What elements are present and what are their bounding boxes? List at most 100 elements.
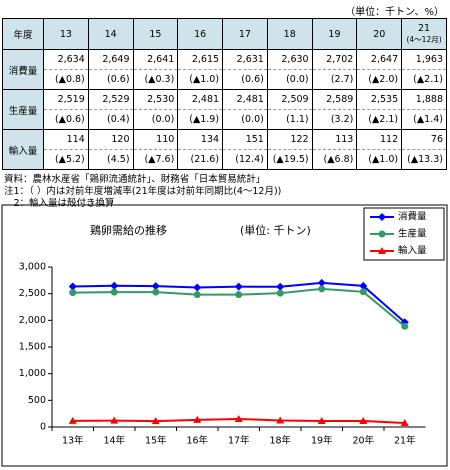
value-row: 輸入量 114 120 110 134 151 122 113 112 76 [2, 129, 447, 170]
change-cell: (▲13.3) [401, 149, 447, 170]
value-cell: 76 [401, 129, 447, 150]
marker-diamond [110, 281, 119, 290]
x-tick-label: 21年 [394, 435, 416, 447]
change-row: (▲5.2) (4.5) (▲7.6) (21.6) (12.4) (▲19.5) (▲6.… [3, 149, 447, 170]
header-cell: 21 (4～12月) [401, 18, 447, 50]
header-text: 13 [59, 28, 72, 40]
marker-circle [69, 289, 77, 297]
header-cell: 14 [87, 18, 134, 50]
value-cell: 122 [266, 129, 313, 150]
legend-box [363, 207, 445, 261]
marker-diamond [193, 283, 202, 292]
marker-triangle [359, 417, 368, 425]
row-label: 生産量 [2, 89, 44, 130]
x-tick-label: 13年 [62, 435, 84, 447]
change-cell: (4.5) [87, 149, 134, 170]
marker-circle [378, 230, 386, 238]
legend-label: 生産量 [398, 228, 427, 240]
header-text: 15 [149, 28, 162, 40]
value-cell: 2,519 [43, 89, 89, 110]
x-tick-label: 14年 [103, 435, 125, 447]
y-tick-label: 1,000 [19, 368, 46, 379]
marker-triangle [317, 416, 326, 424]
change-cell: (▲19.5) [266, 149, 313, 170]
marker-triangle [378, 247, 386, 254]
x-tick-label: 19年 [311, 435, 333, 447]
marker-diamond [68, 282, 77, 291]
marker-triangle [110, 416, 119, 424]
change-cell: (▲5.2) [43, 149, 89, 170]
value-row: 生産量 2,519 2,529 2,530 2,481 2,481 2,509 2,589 2,… [2, 89, 447, 130]
marker-triangle [276, 416, 285, 424]
marker-triangle [234, 414, 243, 422]
header-text: 19 [328, 28, 341, 40]
y-tick-label: 3,000 [19, 262, 46, 273]
value-row: 消費量 2,634 2,649 2,641 2,615 2,631 2,630 2,702 2,… [2, 49, 447, 90]
value-cell: 1,888 [401, 89, 447, 110]
header-cell: 17 [222, 18, 268, 50]
chart-title: 鶏卵需給の推移 [90, 223, 167, 237]
header-text: 16 [194, 28, 207, 40]
header-sub: (4～12月) [406, 35, 442, 44]
change-cell: (▲6.8) [311, 149, 358, 170]
header-text: 21 [418, 23, 431, 34]
x-tick-label: 16年 [186, 435, 208, 447]
marker-triangle [193, 415, 202, 423]
notes: 資料：農林水産省「鶏卵流通統計」、財務省「日本貿易統計」 注1：（ ）内は対前年度… [4, 174, 281, 210]
marker-diamond [359, 281, 368, 290]
header-row: 年度 13 14 15 16 17 18 19 20 21 (4～12月) [2, 18, 447, 50]
value-cell: 2,631 [222, 49, 268, 70]
header-cell: 13 [43, 18, 89, 50]
x-tick-label: 15年 [145, 435, 167, 447]
marker-triangle [68, 416, 77, 424]
marker-diamond [276, 282, 285, 291]
change-cell: (0.6) [222, 69, 268, 90]
note: 資料：農林水産省「鶏卵流通統計」、財務省「日本貿易統計」 [4, 174, 266, 185]
marker-triangle [151, 417, 160, 425]
y-tick-label: 2,000 [19, 315, 46, 326]
x-tick-label: 18年 [269, 435, 291, 447]
header-text: 14 [104, 28, 117, 40]
header-text: 18 [283, 28, 296, 40]
note: 2：輸入量は殻付き換算 [4, 198, 115, 209]
x-tick-label: 20年 [352, 435, 374, 447]
marker-circle [110, 288, 118, 296]
header-cell: 19 [311, 18, 358, 50]
value-cell: 2,589 [311, 89, 358, 110]
marker-diamond [317, 278, 326, 287]
y-tick-label: 1,500 [19, 342, 46, 353]
header-cell: 年度 [2, 18, 44, 50]
note: 注1：（ ）内は対前年度増減率(21年度は対前年同期比(4～12月)) [4, 186, 282, 197]
header-cell: 18 [266, 18, 313, 50]
chart-subtitle: (単位: 千トン) [240, 223, 311, 237]
marker-diamond [234, 282, 243, 291]
change-cell: (12.4) [222, 149, 268, 170]
row-label: 消費量 [2, 49, 44, 90]
marker-circle [193, 291, 201, 299]
marker-diamond [378, 213, 386, 221]
marker-circle [401, 322, 409, 330]
value-cell: 113 [311, 129, 358, 150]
marker-triangle [400, 418, 409, 426]
value-cell: 2,702 [311, 49, 358, 70]
header-text: 年度 [13, 30, 33, 41]
value-cell: 2,630 [266, 49, 313, 70]
value-cell: 2,481 [222, 89, 268, 110]
value-cell: 114 [43, 129, 89, 150]
marker-circle [152, 288, 160, 296]
value-cell: 151 [222, 129, 268, 150]
header-text: 17 [238, 28, 251, 40]
x-tick-label: 17年 [228, 435, 250, 447]
value-cell: 1,963 [401, 49, 447, 70]
unit: （単位：千トン、%） [345, 7, 444, 18]
marker-circle [318, 285, 326, 293]
chart-frame [1, 204, 448, 467]
marker-circle [235, 291, 243, 299]
y-tick-label: 500 [28, 395, 46, 406]
marker-circle [359, 288, 367, 296]
row-label: 輸入量 [2, 129, 44, 170]
y-tick-label: 0 [40, 422, 46, 433]
header-cell: 20 [356, 18, 403, 50]
